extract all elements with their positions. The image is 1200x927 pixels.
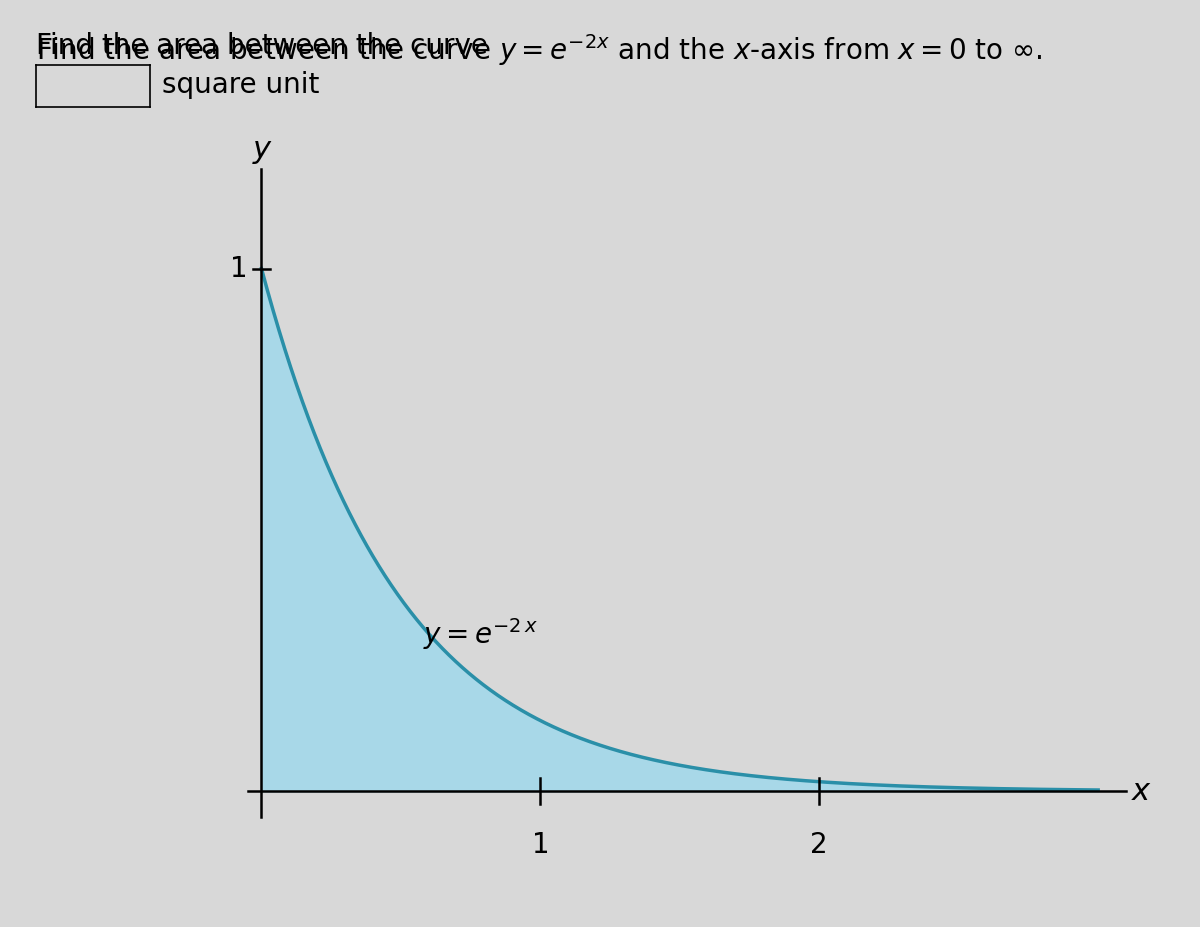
Text: square unit: square unit (162, 71, 319, 99)
Text: 2: 2 (810, 831, 828, 858)
Text: Find the area between the curve: Find the area between the curve (36, 32, 497, 60)
Text: y: y (252, 135, 270, 164)
Text: Find the area between the curve $y = e^{-2x}$ and the $x$-axis from $x = 0$ to $: Find the area between the curve $y = e^{… (36, 32, 1043, 69)
Text: x: x (1132, 777, 1150, 806)
Text: $y = e^{-2\,x}$: $y = e^{-2\,x}$ (424, 616, 539, 653)
Text: 1: 1 (532, 831, 550, 858)
Text: 1: 1 (230, 255, 247, 283)
